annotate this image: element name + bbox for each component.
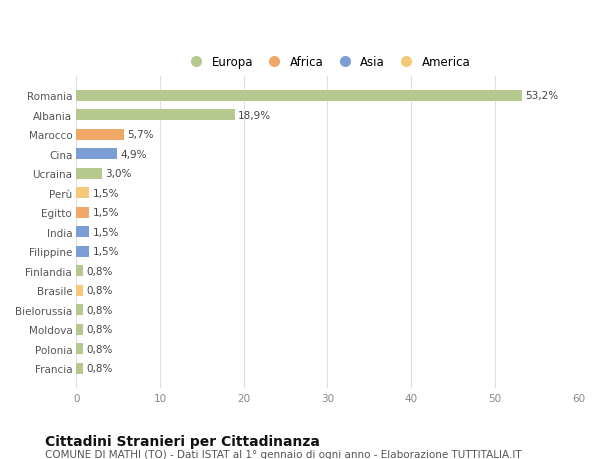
- Text: 0,8%: 0,8%: [86, 364, 113, 373]
- Text: 5,7%: 5,7%: [127, 130, 154, 140]
- Text: 1,5%: 1,5%: [92, 188, 119, 198]
- Text: 0,8%: 0,8%: [86, 344, 113, 354]
- Text: 0,8%: 0,8%: [86, 305, 113, 315]
- Text: COMUNE DI MATHI (TO) - Dati ISTAT al 1° gennaio di ogni anno - Elaborazione TUTT: COMUNE DI MATHI (TO) - Dati ISTAT al 1° …: [45, 449, 521, 459]
- Bar: [76, 149, 118, 160]
- Text: 1,5%: 1,5%: [92, 246, 119, 257]
- Text: 0,8%: 0,8%: [86, 285, 113, 296]
- Text: 18,9%: 18,9%: [238, 111, 271, 121]
- Bar: [76, 168, 101, 179]
- Bar: [76, 188, 89, 199]
- Bar: [76, 246, 89, 257]
- Text: 3,0%: 3,0%: [105, 169, 131, 179]
- Text: Cittadini Stranieri per Cittadinanza: Cittadini Stranieri per Cittadinanza: [45, 434, 320, 448]
- Bar: [76, 110, 235, 121]
- Bar: [76, 344, 83, 354]
- Text: 1,5%: 1,5%: [92, 227, 119, 237]
- Text: 53,2%: 53,2%: [525, 91, 558, 101]
- Text: 0,8%: 0,8%: [86, 266, 113, 276]
- Bar: [76, 285, 83, 296]
- Text: 1,5%: 1,5%: [92, 208, 119, 218]
- Text: 0,8%: 0,8%: [86, 325, 113, 335]
- Bar: [76, 305, 83, 315]
- Text: 4,9%: 4,9%: [121, 150, 147, 159]
- Legend: Europa, Africa, Asia, America: Europa, Africa, Asia, America: [180, 51, 475, 74]
- Bar: [76, 266, 83, 276]
- Bar: [76, 363, 83, 374]
- Bar: [76, 91, 521, 101]
- Bar: [76, 129, 124, 140]
- Bar: [76, 227, 89, 238]
- Bar: [76, 324, 83, 335]
- Bar: [76, 207, 89, 218]
